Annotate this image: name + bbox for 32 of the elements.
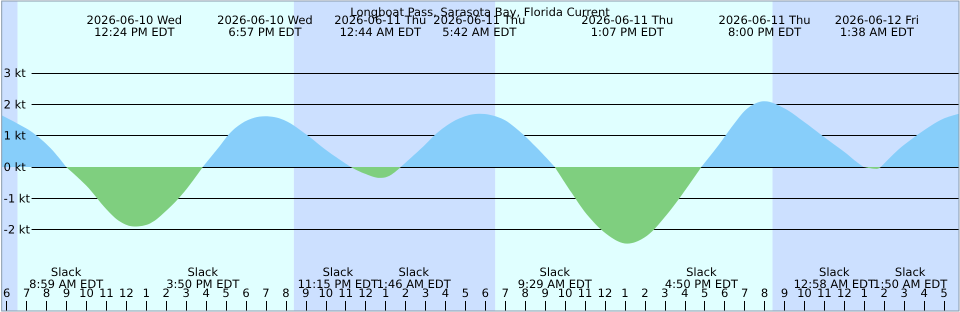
x-tick-label: 1 [382, 286, 390, 300]
y-tick-label: -1 kt [4, 191, 30, 206]
x-tick-label: 1 [621, 286, 629, 300]
x-tick-label: 9 [541, 286, 549, 300]
x-tick-label: 6 [482, 286, 489, 300]
x-tick-label: 7 [740, 286, 748, 300]
x-tick-label: 11 [99, 286, 114, 300]
x-tick-label: 7 [502, 286, 509, 300]
x-tick-label: 5 [462, 286, 470, 300]
x-tick-label: 12 [598, 286, 612, 300]
y-tick-label: 1 kt [4, 128, 26, 143]
annotation: 2026-06-12 Fri 1:38 AM EDT [834, 13, 919, 39]
x-tick-label: 12 [119, 286, 134, 300]
x-tick-label: 9 [780, 286, 788, 300]
x-tick-label: 5 [940, 286, 948, 300]
annotation: 2026-06-10 Wed 6:57 PM EDT [217, 13, 313, 39]
x-tick-label: 6 [2, 286, 10, 300]
y-tick-label: -2 kt [4, 222, 30, 237]
x-tick-label: 8 [760, 286, 768, 300]
x-tick-label: 1 [142, 286, 150, 300]
annotation: 2026-06-10 Wed 12:24 PM EDT [86, 13, 182, 39]
y-tick-label: 3 kt [4, 66, 26, 80]
x-tick-label: 2 [641, 286, 649, 300]
x-tick-label: 6 [242, 286, 250, 300]
y-tick-label: 0 kt [4, 160, 26, 174]
x-tick-label: 7 [262, 286, 270, 300]
x-tick-label: 8 [282, 286, 290, 300]
y-tick-label: 2 kt [4, 97, 26, 112]
x-tick-label: 3 [422, 286, 430, 300]
annotation: 2026-06-11 Thu 8:00 PM EDT [718, 13, 811, 39]
x-tick-label: 3 [661, 286, 668, 300]
x-tick-label: 7 [22, 286, 30, 300]
